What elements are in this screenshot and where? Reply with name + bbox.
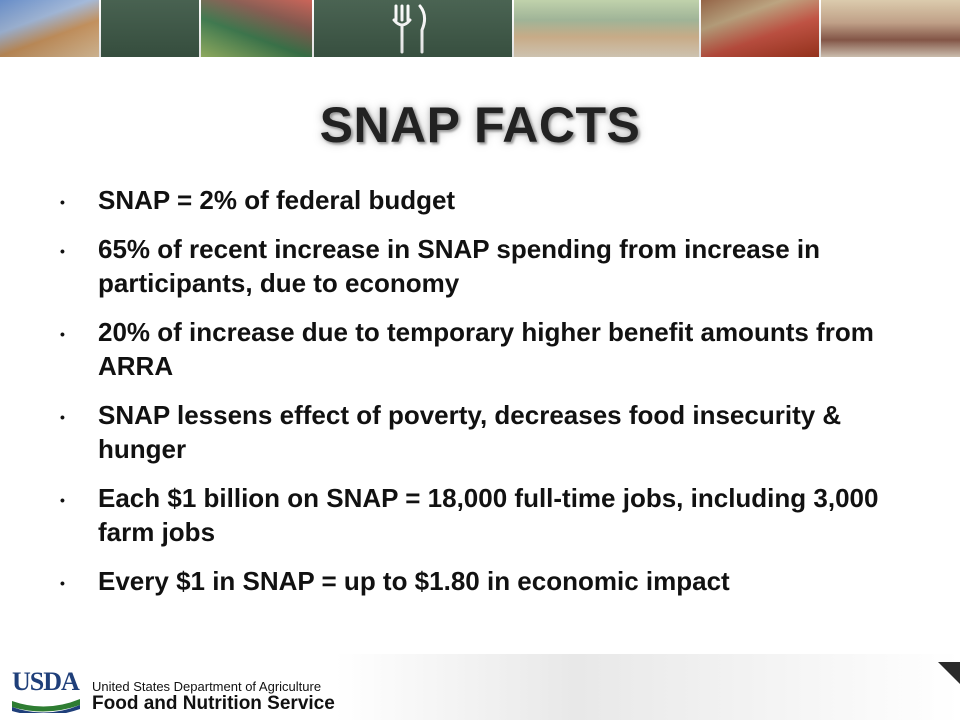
banner-divider <box>99 0 101 57</box>
stairs-panel <box>100 0 200 57</box>
bullet-icon: • <box>60 575 65 591</box>
list-item: • Each $1 billion on SNAP = 18,000 full-… <box>60 481 920 549</box>
header-photo-banner <box>0 0 960 57</box>
list-item: • Every $1 in SNAP = up to $1.80 in econ… <box>60 564 920 598</box>
banner-divider <box>312 0 314 57</box>
banner-divider <box>512 0 514 57</box>
usda-swoosh-icon <box>12 699 80 713</box>
bullet-text: SNAP lessens effect of poverty, decrease… <box>98 400 842 464</box>
corner-triangle-icon <box>938 662 960 684</box>
bullet-icon: • <box>60 492 65 508</box>
department-name: United States Department of Agriculture <box>92 679 322 694</box>
fork-panel <box>313 0 513 57</box>
bullet-icon: • <box>60 409 65 425</box>
computer-photo <box>820 0 960 57</box>
service-name: Food and Nutrition Service <box>92 693 335 714</box>
footer-bar <box>0 654 960 720</box>
bullet-text: Each $1 billion on SNAP = 18,000 full-ti… <box>98 483 879 547</box>
bullet-text: SNAP = 2% of federal budget <box>98 185 456 215</box>
list-item: • 65% of recent increase in SNAP spendin… <box>60 232 920 300</box>
bullet-icon: • <box>60 326 65 342</box>
grocery-photo <box>700 0 820 57</box>
list-item: • SNAP = 2% of federal budget <box>60 183 920 217</box>
fact-list: • SNAP = 2% of federal budget • 65% of r… <box>60 183 920 613</box>
bullet-icon: • <box>60 194 65 210</box>
bullet-text: 65% of recent increase in SNAP spending … <box>98 234 820 298</box>
usda-logo: USDA <box>12 667 80 696</box>
bullet-icon: • <box>60 243 65 259</box>
slide-title: SNAP FACTS <box>319 97 641 153</box>
fork-icon <box>392 4 427 54</box>
basketball-photo <box>0 0 100 57</box>
banner-divider <box>699 0 701 57</box>
bullet-text: Every $1 in SNAP = up to $1.80 in econom… <box>98 566 730 596</box>
list-item: • 20% of increase due to temporary highe… <box>60 315 920 383</box>
list-item: • SNAP lessens effect of poverty, decrea… <box>60 398 920 466</box>
banner-divider <box>199 0 201 57</box>
family-photo <box>200 0 313 57</box>
dinner-table-photo <box>513 0 700 57</box>
banner-divider <box>819 0 821 57</box>
bullet-text: 20% of increase due to temporary higher … <box>98 317 874 381</box>
